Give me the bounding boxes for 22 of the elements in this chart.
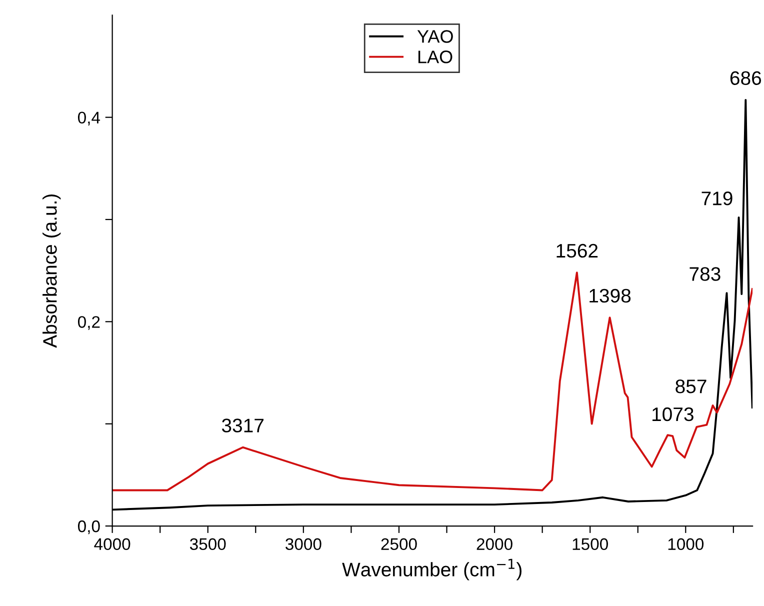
x-tick-label: 4000: [94, 538, 130, 550]
y-tick-label: 0,2: [78, 316, 100, 330]
y-tick-label: 0,4: [78, 112, 100, 126]
annotation: 857: [676, 380, 706, 394]
x-axis-title: Wavenumber (cm$^{−1}$): [342, 558, 522, 580]
annotation: 719: [702, 192, 732, 206]
annotation: 686: [730, 71, 762, 85]
annotation: 1398: [590, 288, 631, 303]
x-tick-label: 2500: [381, 538, 417, 550]
annotation: 3317: [222, 418, 264, 432]
legend-label: YAO: [417, 30, 453, 43]
legend-label: LAO: [418, 50, 452, 64]
y-tick-label: 0,0: [78, 520, 100, 534]
annotation: 1562: [556, 244, 598, 258]
x-tick-label: 1500: [572, 538, 608, 550]
y-axis-title: Absorbance (a.u.): [42, 194, 61, 348]
annotation: 783: [690, 267, 720, 281]
x-tick-label: 1000: [668, 538, 704, 550]
x-tick-label: 2000: [476, 538, 512, 550]
x-tick-label: 3500: [190, 538, 226, 550]
x-tick-label: 3000: [286, 538, 322, 550]
annotation: 1073: [652, 407, 694, 422]
